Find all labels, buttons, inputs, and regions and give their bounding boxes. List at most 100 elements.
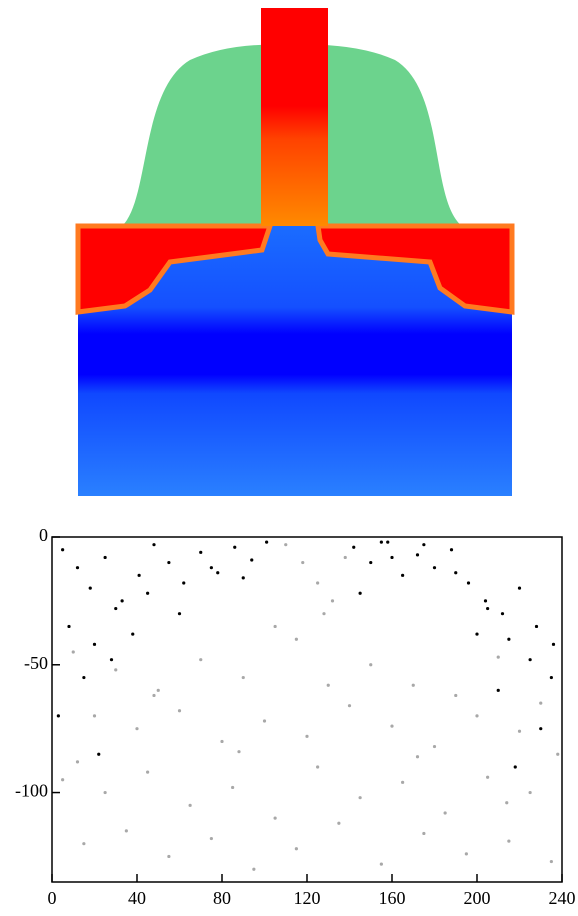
point [121, 599, 124, 602]
point [220, 740, 223, 743]
point [552, 643, 555, 646]
point [486, 776, 489, 779]
point [422, 543, 425, 546]
point [242, 576, 245, 579]
point [76, 566, 79, 569]
point [344, 556, 347, 559]
point [322, 612, 325, 615]
point [274, 817, 277, 820]
point [305, 735, 308, 738]
point [422, 832, 425, 835]
point [518, 730, 521, 733]
point [199, 551, 202, 554]
plot-frame [52, 537, 562, 882]
point [178, 612, 181, 615]
point [486, 607, 489, 610]
point [390, 725, 393, 728]
point [57, 714, 60, 717]
point [125, 829, 128, 832]
point [182, 581, 185, 584]
point [167, 561, 170, 564]
point [352, 546, 355, 549]
point [146, 592, 149, 595]
point [465, 852, 468, 855]
x-tick-label: 40 [128, 888, 146, 908]
point [97, 753, 100, 756]
point [284, 543, 287, 546]
point [416, 755, 419, 758]
point [359, 796, 362, 799]
x-tick-label: 160 [379, 888, 406, 908]
point [390, 556, 393, 559]
x-tick-label: 80 [213, 888, 231, 908]
point [82, 676, 85, 679]
point [265, 541, 268, 544]
figure: 040801201602002400-50-100 [0, 0, 578, 916]
point [529, 791, 532, 794]
point [316, 581, 319, 584]
point [507, 840, 510, 843]
point [250, 558, 253, 561]
point [416, 553, 419, 556]
point [505, 801, 508, 804]
point [401, 781, 404, 784]
point [231, 786, 234, 789]
point [72, 650, 75, 653]
point [210, 837, 213, 840]
x-tick-label: 240 [549, 888, 576, 908]
point [274, 625, 277, 628]
point [433, 745, 436, 748]
point [539, 702, 542, 705]
point [295, 638, 298, 641]
device-image [78, 8, 512, 496]
point [444, 811, 447, 814]
point [412, 684, 415, 687]
point [263, 719, 266, 722]
point [61, 778, 64, 781]
point [556, 753, 559, 756]
point [135, 727, 138, 730]
point [337, 822, 340, 825]
point [401, 574, 404, 577]
gate [261, 8, 328, 226]
point [386, 541, 389, 544]
point [104, 556, 107, 559]
point [67, 625, 70, 628]
y-tick-label: 0 [39, 525, 48, 545]
point [369, 663, 372, 666]
point [535, 625, 538, 628]
point [93, 714, 96, 717]
point [484, 599, 487, 602]
y-tick-label: -50 [24, 653, 48, 673]
point [152, 694, 155, 697]
point [157, 689, 160, 692]
point [114, 607, 117, 610]
y-tick-label: -100 [15, 781, 48, 801]
point [380, 541, 383, 544]
point [167, 855, 170, 858]
point [514, 765, 517, 768]
point [104, 791, 107, 794]
point [237, 750, 240, 753]
point [146, 771, 149, 774]
point [475, 714, 478, 717]
x-tick-label: 120 [294, 888, 321, 908]
point [348, 704, 351, 707]
point [550, 676, 553, 679]
point [475, 633, 478, 636]
point [152, 543, 155, 546]
point [507, 638, 510, 641]
point [550, 860, 553, 863]
point [210, 566, 213, 569]
point [93, 643, 96, 646]
point [331, 599, 334, 602]
point [467, 581, 470, 584]
point [433, 566, 436, 569]
point [497, 656, 500, 659]
point [242, 676, 245, 679]
point [501, 612, 504, 615]
point [199, 658, 202, 661]
point [380, 863, 383, 866]
x-tick-label: 0 [48, 888, 57, 908]
